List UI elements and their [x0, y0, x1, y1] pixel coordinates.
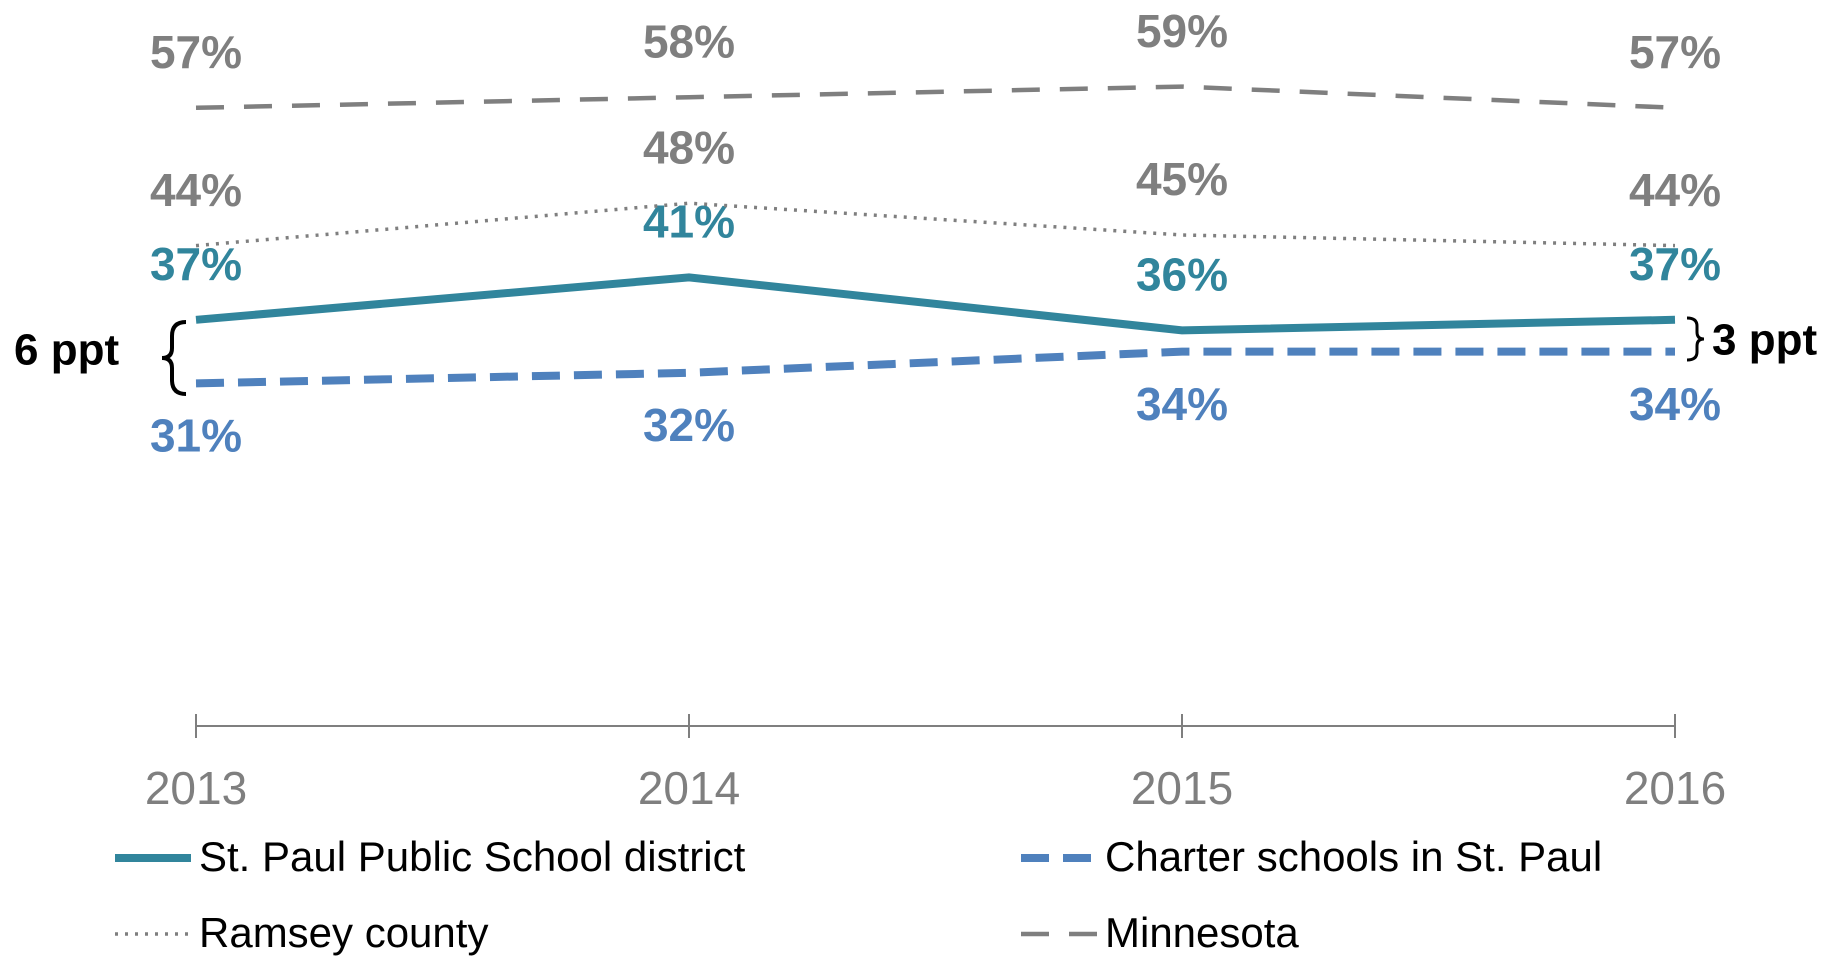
x-tick-label: 2016	[1624, 762, 1726, 814]
data-label: 48%	[643, 121, 735, 173]
series-line	[195, 347, 1675, 388]
data-label: 41%	[643, 196, 735, 248]
data-label: 31%	[150, 410, 242, 462]
data-label: 44%	[150, 164, 242, 216]
data-label: 34%	[1629, 378, 1721, 430]
data-label: 58%	[643, 15, 735, 67]
data-label: 44%	[1629, 164, 1721, 216]
x-tick-label: 2013	[145, 762, 247, 814]
legend-label: Ramsey county	[199, 909, 488, 956]
x-tick-label: 2015	[1131, 762, 1233, 814]
series-line	[195, 84, 1676, 111]
legend-label: Minnesota	[1105, 909, 1299, 956]
data-label: 37%	[150, 238, 242, 290]
data-label: 57%	[150, 26, 242, 78]
legend-label: Charter schools in St. Paul	[1105, 833, 1602, 880]
data-label: 57%	[1629, 26, 1721, 78]
data-label: 59%	[1136, 5, 1228, 57]
legend-label: St. Paul Public School district	[199, 833, 746, 880]
annotation: 3 ppt	[1712, 316, 1817, 365]
annotation: 6 ppt	[14, 326, 119, 375]
data-label: 34%	[1136, 378, 1228, 430]
data-label: 36%	[1136, 249, 1228, 301]
x-tick-label: 2014	[638, 762, 740, 814]
data-label: 32%	[643, 399, 735, 451]
brace	[1686, 316, 1705, 362]
brace	[161, 320, 187, 396]
series-line	[195, 273, 1676, 335]
series-line	[195, 201, 1676, 248]
data-label: 45%	[1136, 153, 1228, 205]
data-label: 37%	[1629, 238, 1721, 290]
